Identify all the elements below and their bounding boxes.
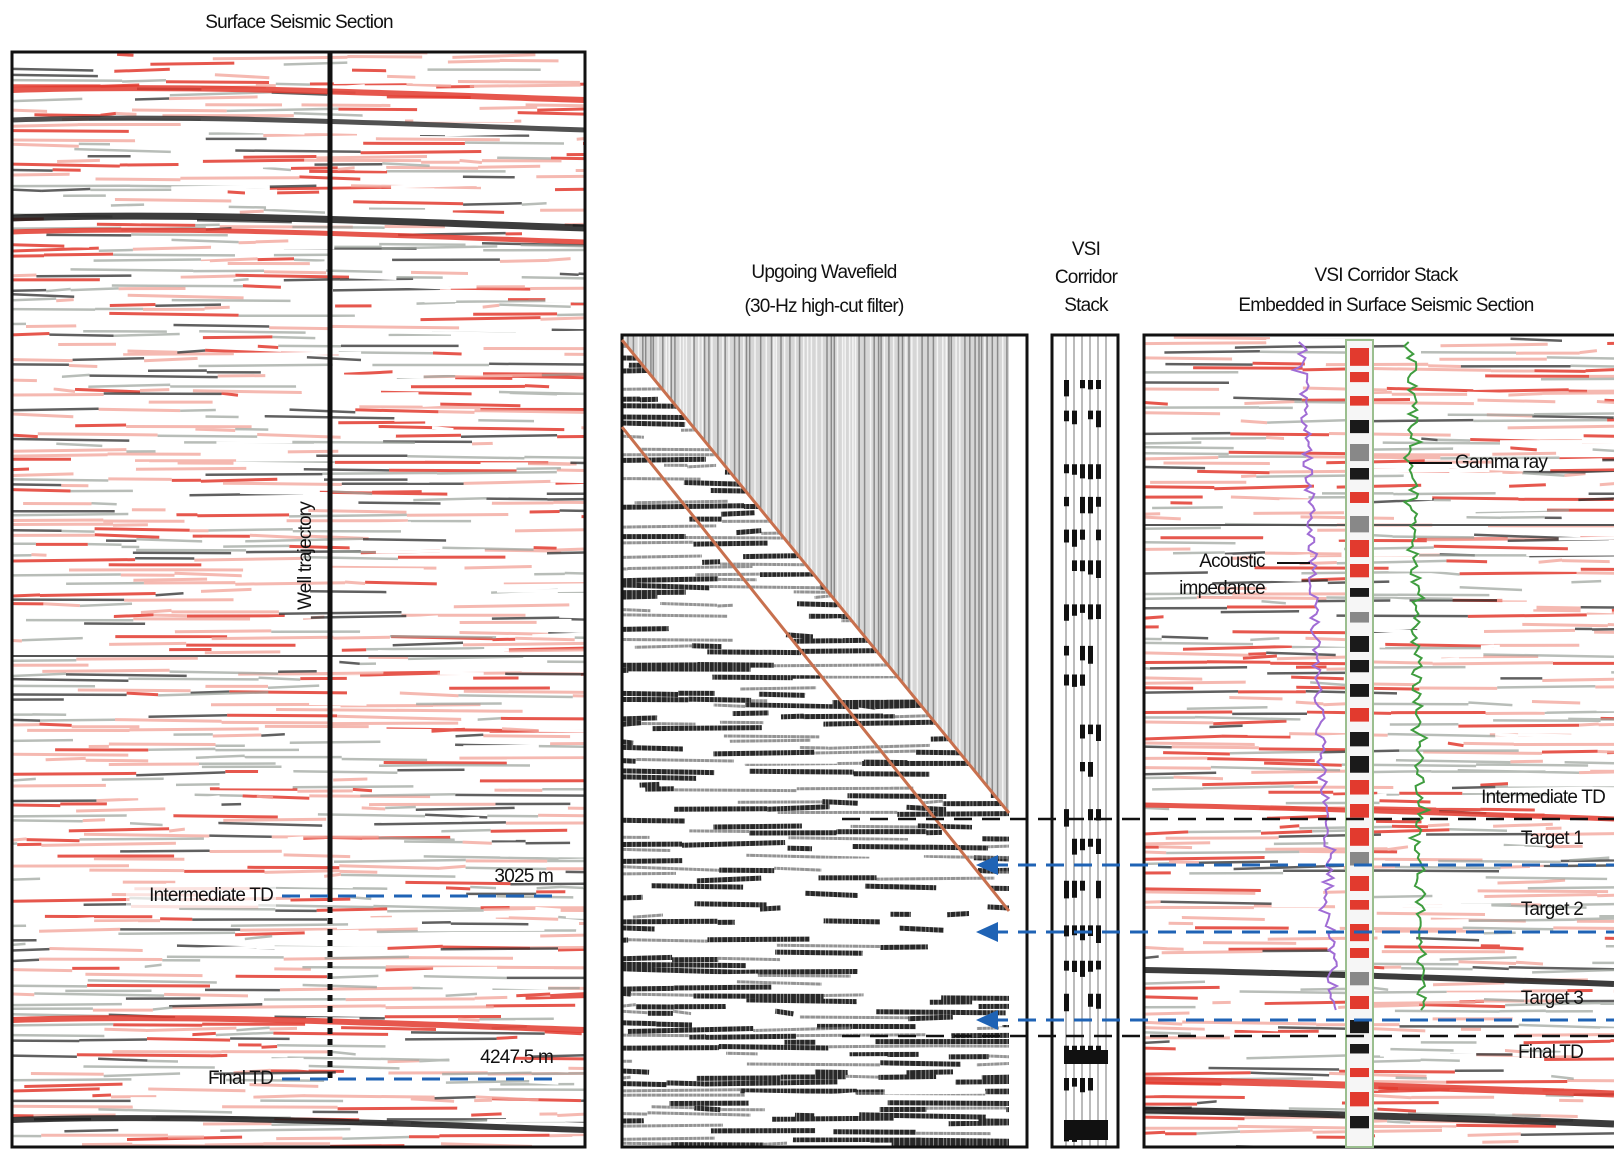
strip-block [1350,1044,1369,1053]
curve-label: Gamma ray [1455,452,1548,473]
strip-block [1350,396,1369,406]
strip-block [1350,1020,1369,1033]
marker-depth: 3025 m [494,866,553,887]
curve-label: Acoustic [1199,551,1265,572]
panel-title: Upgoing Wavefield [751,262,896,283]
horizon-label: Intermediate TD [1481,787,1605,808]
strip-block [1350,900,1369,910]
strip-block [1350,996,1369,1009]
strong-wiggle [1064,1120,1108,1140]
panel-title: Stack [1064,295,1109,316]
strip-block [1350,780,1369,795]
horizon-label: Target 2 [1521,899,1583,920]
strip-block [1350,1116,1369,1128]
panel-title: Surface Seismic Section [205,12,393,33]
panel-title: VSI Corridor Stack [1315,265,1459,286]
strip-block [1350,684,1369,697]
strip-block [1350,804,1369,818]
page: { "surface_section": { "title": "Surface… [0,0,1614,1149]
marker-label: Intermediate TD [149,885,273,906]
horizon-label: Target 1 [1521,828,1583,849]
figure: Surface Seismic Section Well trajectory … [0,0,1614,1149]
strip-block [1350,852,1369,866]
panel-title: VSI [1072,239,1100,260]
strip-block [1350,636,1369,652]
strip-block [1350,468,1369,480]
panel-subtitle: Embedded in Surface Seismic Section [1238,295,1533,316]
strip-block [1350,612,1369,623]
corridor-traces [1064,335,1108,1147]
strong-wiggle [1064,1050,1108,1064]
strip-block [1350,756,1369,773]
strip-block [1350,444,1369,461]
strip-block [1350,876,1369,891]
panel-title: Corridor [1055,267,1119,288]
curve-label: impedance [1179,578,1265,599]
strip-block [1350,732,1369,746]
strip-block [1350,540,1369,557]
horizon-label: Final TD [1518,1042,1583,1063]
blank-edge [1010,337,1025,1145]
panel-subtitle: (30-Hz high-cut filter) [745,296,904,317]
strip-block [1350,660,1369,672]
marker-label: Final TD [208,1068,273,1089]
horizon-label: Target 3 [1521,988,1583,1009]
strip-block [1350,372,1369,382]
strip-block [1350,492,1369,503]
strip-block [1350,516,1369,532]
strip-block [1350,828,1369,846]
strip-block [1350,1092,1369,1106]
strip-block [1350,1068,1369,1077]
corridor-panel-frame [1052,335,1118,1147]
strip-block [1350,972,1369,985]
strip-block [1350,420,1369,433]
strip-block [1350,588,1369,597]
strip-block [1350,348,1369,366]
strip-block [1350,564,1369,577]
marker-depth: 4247.5 m [480,1047,553,1068]
seismic-texture [2,50,716,1147]
well-label: Well trajectory [295,501,316,610]
strip-block [1350,708,1369,722]
strip-block [1350,948,1369,958]
